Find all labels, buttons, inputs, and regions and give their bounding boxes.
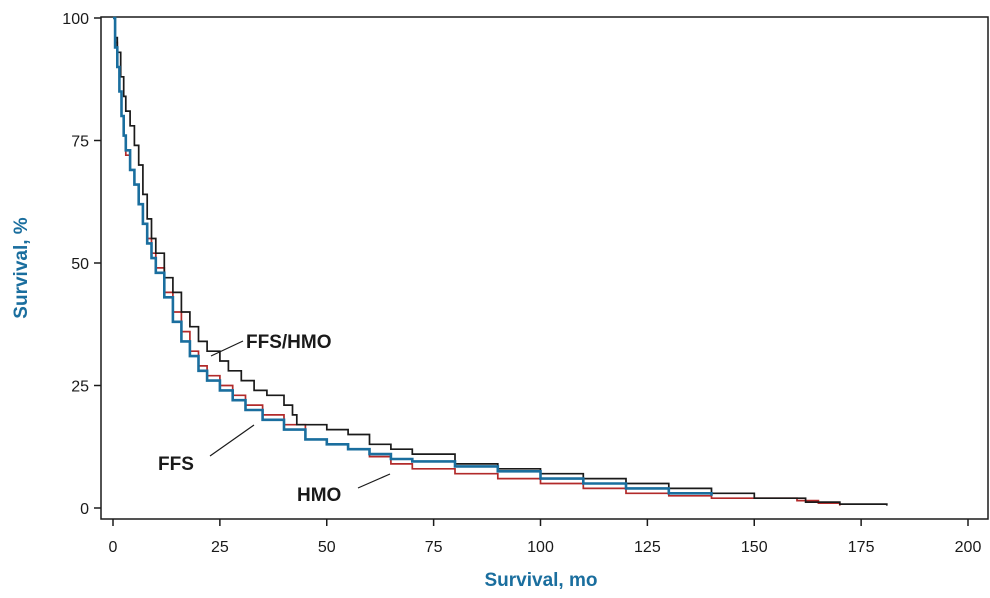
annotation-layer: FFS/HMO FFS HMO — [158, 332, 391, 506]
series-ffs-line — [113, 16, 713, 496]
plot-frame — [100, 16, 989, 520]
y-axis-title: Survival, % — [11, 217, 32, 318]
x-tick-label: 150 — [741, 539, 768, 556]
x-tick-label: 25 — [211, 539, 229, 556]
x-axis: 0 25 50 75 100 125 150 175 200 — [109, 519, 982, 556]
series-ffs-hmo-line — [113, 17, 888, 506]
annotation-ffs-hmo: FFS/HMO — [246, 332, 332, 353]
annotation-leader-hmo — [357, 473, 391, 489]
series-hmo-line — [113, 17, 841, 506]
y-tick-label: 75 — [71, 134, 89, 151]
annotation-leader-ffs-hmo — [210, 340, 244, 357]
x-axis-title: Survival, mo — [485, 570, 598, 591]
y-tick-label: 25 — [71, 379, 89, 396]
x-tick-label: 125 — [634, 539, 661, 556]
y-tick-label: 50 — [71, 256, 89, 273]
annotation-hmo: HMO — [297, 485, 341, 506]
annotation-leader-ffs — [209, 424, 255, 457]
x-tick-label: 0 — [109, 539, 118, 556]
x-tick-label: 50 — [318, 539, 336, 556]
x-tick-label: 175 — [848, 539, 875, 556]
annotation-ffs: FFS — [158, 454, 194, 475]
x-tick-label: 100 — [527, 539, 554, 556]
y-axis: 0 25 50 75 100 — [62, 11, 101, 518]
y-tick-label: 0 — [80, 501, 89, 518]
y-tick-label: 100 — [62, 11, 89, 28]
x-tick-label: 75 — [425, 539, 443, 556]
series-layer — [113, 16, 888, 506]
x-tick-label: 200 — [955, 539, 982, 556]
